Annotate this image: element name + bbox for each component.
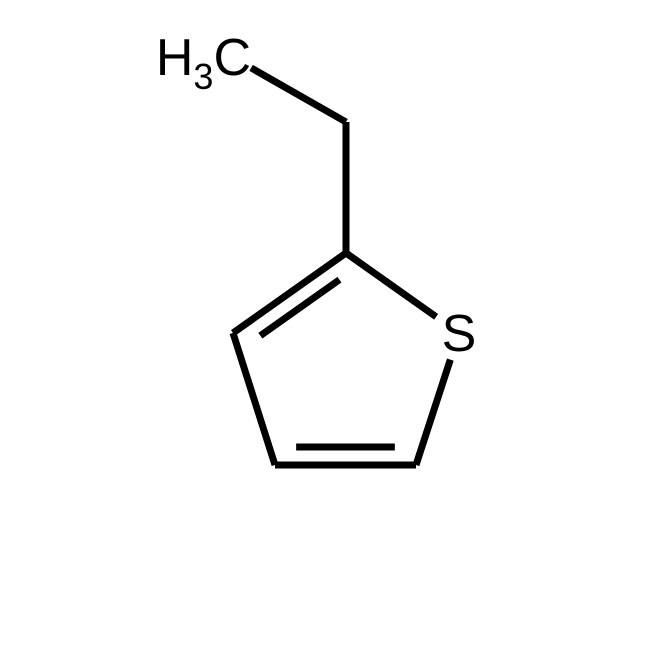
chemical-structure: S H3C [0, 0, 650, 650]
bond-C_a-C_b [251, 68, 346, 122]
bond-C2-C3 [233, 253, 346, 333]
atom-label-sulfur: S [442, 305, 477, 363]
bond-S-C2 [346, 253, 436, 317]
atom-label-methyl: H3C [156, 29, 251, 97]
bond-C5-S [416, 360, 450, 465]
bond-C3-C4 [233, 333, 275, 465]
